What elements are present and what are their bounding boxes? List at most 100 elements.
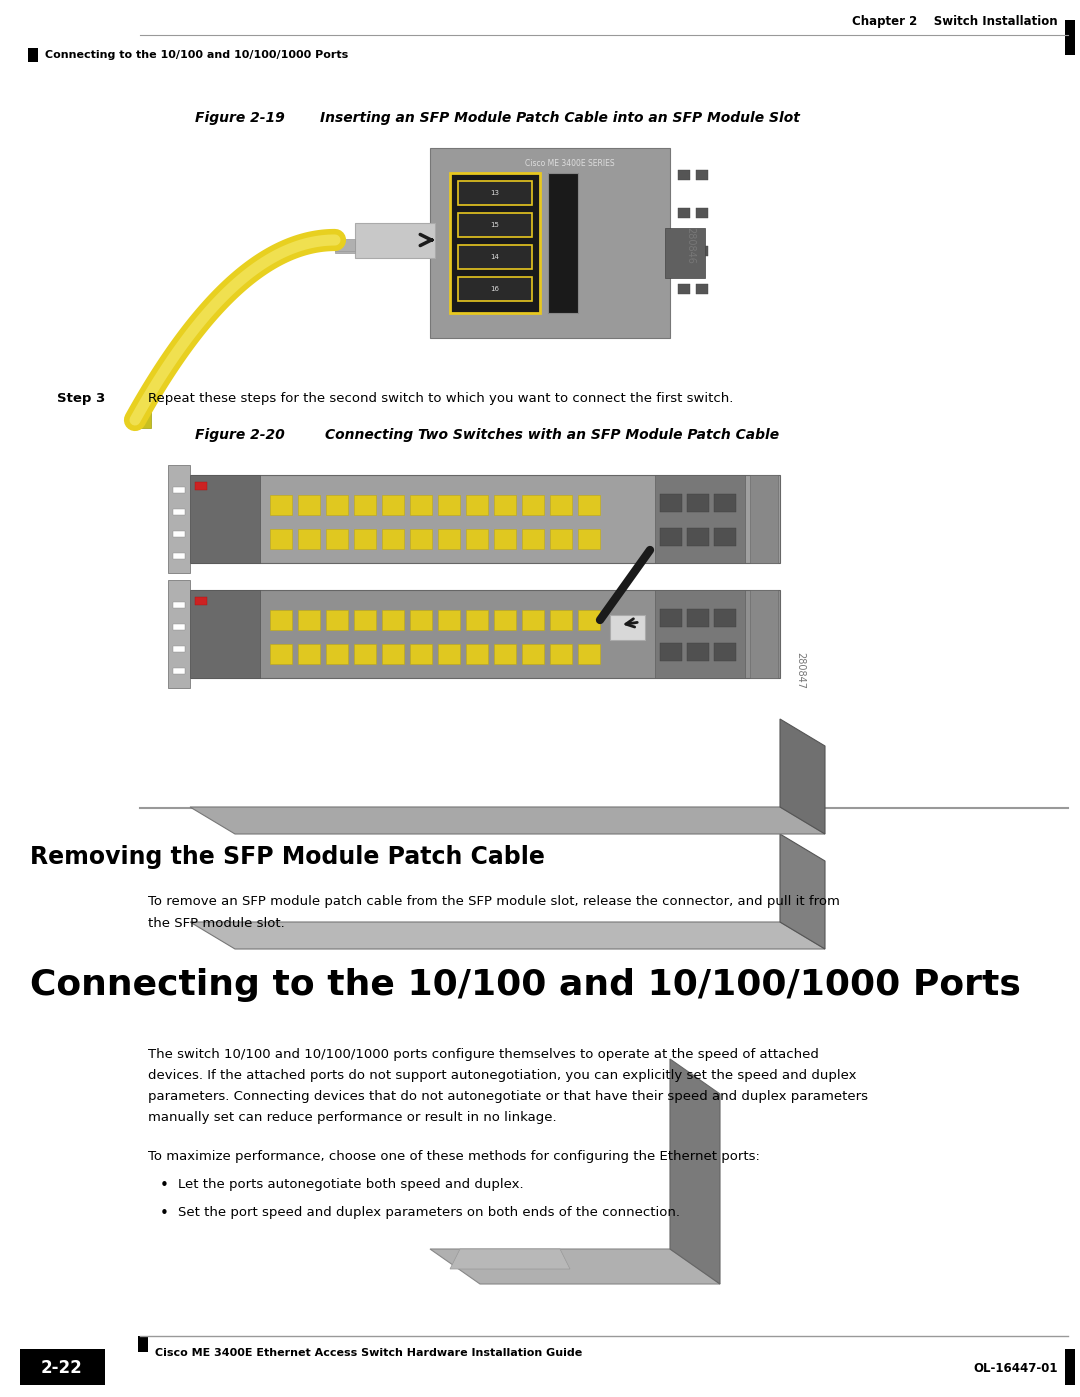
Bar xyxy=(678,208,690,218)
Bar xyxy=(168,580,190,687)
Bar xyxy=(28,47,38,61)
Bar xyxy=(654,590,745,678)
Bar xyxy=(173,645,185,652)
Bar xyxy=(382,495,404,515)
Bar xyxy=(522,495,544,515)
Bar xyxy=(578,644,600,664)
Bar xyxy=(298,495,320,515)
Bar xyxy=(173,509,185,515)
Bar xyxy=(494,610,516,630)
Bar xyxy=(270,495,292,515)
Text: Connecting to the 10/100 and 10/100/1000 Ports: Connecting to the 10/100 and 10/100/1000… xyxy=(30,968,1021,1002)
Text: To maximize performance, choose one of these methods for configuring the Etherne: To maximize performance, choose one of t… xyxy=(148,1150,760,1162)
Bar xyxy=(696,284,708,293)
Polygon shape xyxy=(190,807,825,834)
Bar xyxy=(382,610,404,630)
Bar xyxy=(678,246,690,256)
Bar xyxy=(522,610,544,630)
Bar xyxy=(1065,20,1075,54)
Bar xyxy=(326,644,348,664)
Bar xyxy=(494,529,516,549)
Bar xyxy=(382,644,404,664)
Bar xyxy=(660,643,681,661)
Text: parameters. Connecting devices that do not autonegotiate or that have their spee: parameters. Connecting devices that do n… xyxy=(148,1090,868,1104)
Bar xyxy=(578,495,600,515)
Text: To remove an SFP module patch cable from the SFP module slot, release the connec: To remove an SFP module patch cable from… xyxy=(148,895,840,908)
Bar xyxy=(550,529,572,549)
Text: 16: 16 xyxy=(490,286,499,292)
Text: Connecting Two Switches with an SFP Module Patch Cable: Connecting Two Switches with an SFP Modu… xyxy=(325,427,779,441)
Text: Step 3: Step 3 xyxy=(57,393,105,405)
Bar xyxy=(450,173,540,313)
Bar xyxy=(410,529,432,549)
Bar xyxy=(354,610,376,630)
Bar xyxy=(696,246,708,256)
Bar xyxy=(660,609,681,627)
Bar xyxy=(665,228,705,278)
Bar xyxy=(270,644,292,664)
Text: The switch 10/100 and 10/100/1000 ports configure themselves to operate at the s: The switch 10/100 and 10/100/1000 ports … xyxy=(148,1048,819,1060)
Bar xyxy=(687,609,708,627)
Bar xyxy=(678,170,690,180)
Bar xyxy=(326,610,348,630)
Bar xyxy=(354,529,376,549)
Bar xyxy=(714,528,735,546)
Bar xyxy=(298,529,320,549)
Bar xyxy=(195,482,207,490)
Polygon shape xyxy=(780,719,825,834)
Bar xyxy=(687,528,708,546)
Bar xyxy=(494,644,516,664)
Bar xyxy=(750,475,778,563)
Bar xyxy=(270,610,292,630)
Bar xyxy=(173,602,185,608)
Bar xyxy=(522,529,544,549)
Text: Set the port speed and duplex parameters on both ends of the connection.: Set the port speed and duplex parameters… xyxy=(178,1206,680,1220)
Bar xyxy=(326,495,348,515)
Polygon shape xyxy=(190,922,825,949)
Text: Figure 2-20: Figure 2-20 xyxy=(195,427,285,441)
Bar xyxy=(190,475,260,563)
Text: the SFP module slot.: the SFP module slot. xyxy=(148,916,285,930)
Bar xyxy=(298,644,320,664)
Bar xyxy=(438,529,460,549)
Text: Inserting an SFP Module Patch Cable into an SFP Module Slot: Inserting an SFP Module Patch Cable into… xyxy=(320,110,800,124)
Bar xyxy=(190,590,260,678)
Text: 2-22: 2-22 xyxy=(41,1359,83,1377)
Bar xyxy=(687,495,708,511)
Bar xyxy=(270,529,292,549)
Bar xyxy=(190,475,780,563)
Bar xyxy=(714,643,735,661)
Bar xyxy=(173,668,185,673)
Bar xyxy=(687,643,708,661)
Text: 280847: 280847 xyxy=(795,651,805,689)
Bar xyxy=(465,529,488,549)
Bar xyxy=(438,495,460,515)
Text: 280846: 280846 xyxy=(685,226,696,264)
Bar xyxy=(660,528,681,546)
Text: Let the ports autonegotiate both speed and duplex.: Let the ports autonegotiate both speed a… xyxy=(178,1178,524,1192)
Bar xyxy=(465,644,488,664)
Bar xyxy=(354,495,376,515)
Bar xyxy=(298,610,320,630)
Bar xyxy=(173,553,185,559)
Bar xyxy=(410,644,432,664)
Text: devices. If the attached ports do not support autonegotiation, you can explicitl: devices. If the attached ports do not su… xyxy=(148,1069,856,1083)
Bar xyxy=(326,529,348,549)
Bar xyxy=(550,610,572,630)
Bar xyxy=(654,475,745,563)
Bar xyxy=(168,465,190,573)
Text: Cisco ME 3400E SERIES: Cisco ME 3400E SERIES xyxy=(525,158,615,168)
Text: Chapter 2    Switch Installation: Chapter 2 Switch Installation xyxy=(852,15,1058,28)
Bar xyxy=(465,610,488,630)
Bar xyxy=(494,495,516,515)
Bar xyxy=(750,590,778,678)
Bar xyxy=(458,277,532,300)
Bar xyxy=(550,644,572,664)
Text: manually set can reduce performance or result in no linkage.: manually set can reduce performance or r… xyxy=(148,1111,556,1125)
Bar xyxy=(173,624,185,630)
Text: 13: 13 xyxy=(490,190,499,196)
Polygon shape xyxy=(450,1249,570,1268)
Text: Removing the SFP Module Patch Cable: Removing the SFP Module Patch Cable xyxy=(30,845,545,869)
Bar xyxy=(548,173,578,313)
Bar xyxy=(1065,1350,1075,1384)
